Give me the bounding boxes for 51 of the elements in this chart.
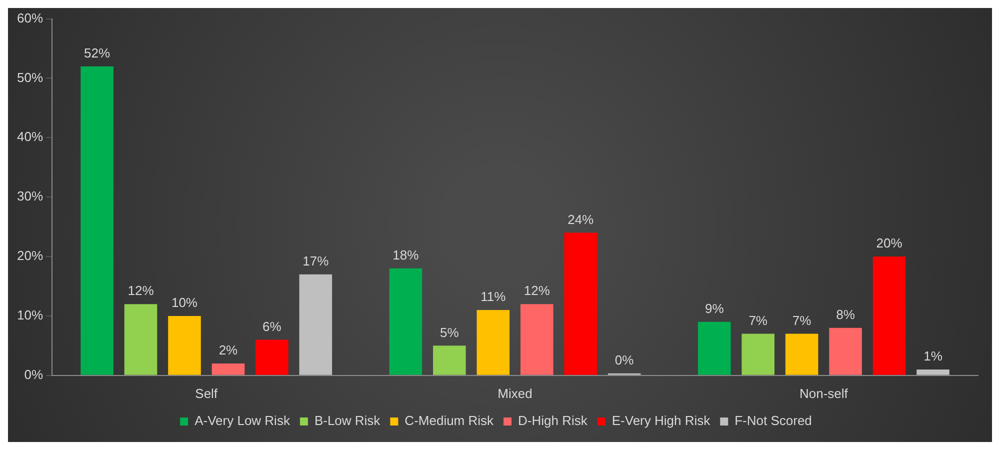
bar — [212, 364, 245, 375]
data-label: 17% — [302, 253, 330, 268]
bar — [168, 316, 201, 375]
legend-label: D-High Risk — [518, 413, 588, 428]
data-label: 1% — [924, 348, 943, 364]
bar — [520, 304, 554, 375]
data-label: 12% — [524, 283, 550, 298]
y-tick-label: 60% — [16, 10, 44, 26]
bar — [872, 256, 906, 375]
data-label: 7% — [792, 312, 812, 328]
bar — [389, 268, 422, 375]
data-label: 2% — [218, 342, 238, 358]
y-tick-label: 40% — [16, 129, 44, 144]
data-label: 20% — [876, 236, 903, 251]
x-tick-label: Mixed — [498, 386, 532, 401]
data-label: 0% — [614, 352, 634, 368]
y-tick-label: 0% — [24, 366, 44, 382]
legend-label: F-Not Scored — [734, 413, 812, 428]
y-tick-label: 20% — [16, 248, 44, 264]
bar — [256, 340, 288, 375]
data-label: 10% — [171, 295, 198, 310]
data-label: 5% — [440, 324, 460, 340]
x-tick-label: Self — [195, 386, 218, 401]
data-label: 9% — [704, 300, 724, 316]
data-label: 8% — [836, 306, 856, 322]
bar — [476, 310, 510, 375]
bar — [742, 334, 774, 375]
x-tick-label: Non-self — [799, 386, 848, 401]
y-tick-label: 50% — [16, 70, 44, 85]
legend-label: B-Low Risk — [314, 413, 381, 428]
bar — [785, 334, 818, 375]
y-tick-label: 10% — [16, 308, 44, 323]
bar — [433, 346, 466, 375]
legend-label: C-Medium Risk — [404, 413, 494, 428]
legend-label: E-Very High Risk — [612, 413, 711, 428]
bar — [829, 328, 862, 375]
bar — [80, 66, 114, 375]
bar — [916, 369, 950, 375]
y-tick-label: 30% — [16, 188, 44, 204]
data-label: 7% — [748, 312, 768, 328]
data-label: 11% — [480, 289, 506, 304]
data-label: 12% — [128, 283, 154, 298]
data-label: 52% — [84, 45, 110, 60]
bar — [698, 322, 731, 375]
legend-label: A-Very Low Risk — [194, 413, 290, 428]
data-label: 6% — [262, 318, 282, 334]
bar — [124, 304, 158, 375]
bar — [564, 232, 597, 375]
data-label: 18% — [392, 248, 420, 262]
data-label: 24% — [568, 212, 594, 227]
bar — [299, 274, 332, 375]
